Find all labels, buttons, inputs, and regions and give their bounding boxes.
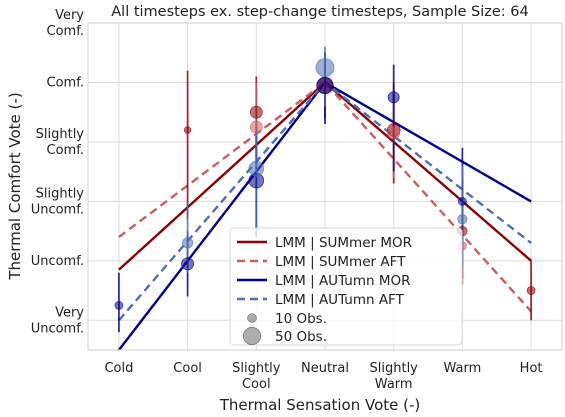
data-point (183, 126, 192, 134)
data-point (315, 58, 335, 78)
x-tick-label-line: Hot (520, 361, 543, 376)
x-tick-label: Slightly Cool (232, 361, 281, 392)
legend-entry-label: LMM | AUTumn AFT (275, 292, 405, 308)
data-point (316, 76, 334, 95)
x-axis-label: Thermal Sensation Vote (-) (219, 396, 421, 414)
y-tick-label-line: Comf. (47, 143, 84, 158)
y-tick-label: Slightly Comf. (36, 127, 85, 158)
y-tick-label-line: Uncomf. (31, 321, 84, 336)
y-tick-label-line: Comf. (47, 75, 84, 90)
x-tick-label-line: Cool (173, 361, 202, 376)
data-point (181, 257, 195, 271)
data-point (387, 126, 401, 140)
x-tick-label-line: Cool (242, 377, 271, 392)
data-point (249, 105, 263, 119)
legend-entry-label: LMM | AUTumn MOR (275, 273, 410, 289)
data-point (249, 120, 263, 134)
y-tick-label-line: Slightly (36, 127, 85, 142)
data-point (457, 214, 468, 225)
data-point (248, 160, 265, 177)
x-tick-label-line: Slightly (232, 361, 281, 376)
x-tick-label-line: Warm (375, 377, 413, 392)
y-tick-label-line: Slightly (36, 186, 85, 201)
legend-size-marker (243, 327, 261, 345)
x-tick-label: Warm (444, 361, 482, 376)
legend-entry-label: LMM | SUMmer AFT (275, 254, 406, 270)
legend-size-label: 10 Obs. (275, 311, 327, 327)
x-tick-label-line: Neutral (301, 361, 349, 376)
data-point (114, 300, 124, 310)
x-tick-label: Cool (173, 361, 202, 376)
data-point (457, 196, 467, 206)
x-tick-label-line: Warm (444, 361, 482, 376)
plot-frame (87, 22, 563, 351)
x-tick-label: Slightly Warm (370, 361, 419, 392)
data-point (387, 91, 400, 104)
x-tick-label: Cold (104, 361, 133, 376)
y-tick-label-line: Very (55, 305, 84, 320)
x-tick-label: Neutral (301, 361, 349, 376)
y-tick-label-line: Uncomf. (31, 254, 84, 269)
plot-border (87, 22, 563, 351)
y-tick-label: Very Comf. (47, 8, 85, 39)
legend-box (229, 227, 463, 346)
x-tick-label-line: Cold (104, 361, 133, 376)
legend: LMM | SUMmer MOR LMM | SUMmer AFT LMM | AU… (229, 227, 463, 346)
x-tick-label: Hot (520, 361, 543, 376)
legend-size-label: 50 Obs. (275, 329, 327, 345)
y-tick-labels: Very Comf.Comf.Slightly Comf.Slightly Uncom… (31, 8, 85, 336)
y-tick-label-line: Uncomf. (31, 202, 84, 217)
y-axis-label: Thermal Comfort Vote (-) (6, 92, 24, 280)
data-point (526, 286, 536, 295)
legend-size-marker (247, 313, 257, 323)
y-tick-label: Comf. (47, 75, 84, 90)
y-tick-label: Very Uncomf. (31, 305, 85, 336)
y-tick-label-line: Very (55, 8, 84, 23)
x-tick-label-line: Slightly (370, 361, 419, 376)
data-point (182, 237, 194, 249)
y-tick-label: Uncomf. (31, 254, 84, 269)
y-tick-label: Slightly Uncomf. (31, 186, 85, 217)
legend-entry-label: LMM | SUMmer MOR (275, 235, 412, 251)
chart-title: All timesteps ex. step-change timesteps,… (111, 4, 529, 20)
y-tick-label-line: Comf. (47, 24, 84, 39)
